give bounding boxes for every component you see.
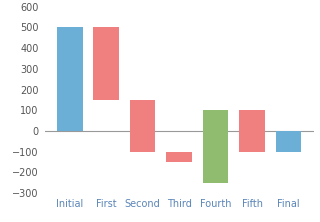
Bar (57, 27, 83, 131)
Bar (166, 152, 192, 162)
Bar (93, 27, 119, 100)
Bar (203, 110, 228, 183)
Bar (130, 100, 156, 152)
Bar (276, 131, 301, 152)
Bar (239, 110, 265, 152)
